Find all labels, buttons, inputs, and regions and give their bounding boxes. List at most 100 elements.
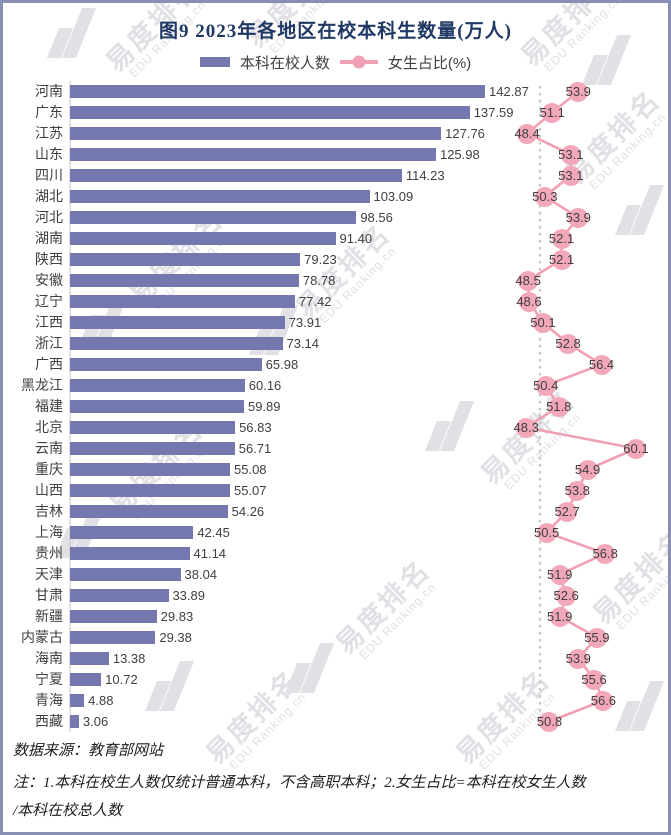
category-label: 湖北 <box>35 188 63 204</box>
bar-value-label: 29.38 <box>159 630 192 645</box>
category-label: 甘肃 <box>35 587 63 603</box>
bar-value-label: 79.23 <box>304 252 337 267</box>
female-pct-marker <box>518 270 539 291</box>
female-pct-marker <box>557 501 578 522</box>
category-label: 海南 <box>35 650 63 666</box>
bar <box>70 358 262 371</box>
bar-value-label: 33.89 <box>172 588 205 603</box>
category-label: 四川 <box>35 167 63 183</box>
female-pct-marker <box>568 81 589 102</box>
bar <box>70 631 156 644</box>
category-label: 山东 <box>35 146 63 162</box>
bar-value-label: 73.91 <box>288 315 322 330</box>
category-label: 新疆 <box>35 608 63 624</box>
female-pct-marker <box>568 648 589 669</box>
bar-value-label: 103.09 <box>373 189 414 204</box>
bar-value-label: 59.89 <box>247 399 281 414</box>
female-pct-label: 50.8 <box>536 714 563 729</box>
female-pct-marker <box>577 459 598 480</box>
chart-title: 图9 2023年各地区在校本科生数量(万人) <box>159 21 512 42</box>
female-pct-label: 52.8 <box>555 336 581 351</box>
bar <box>70 274 299 287</box>
legend-line-label: 女生占比(%) <box>387 54 472 72</box>
female-pct-marker <box>558 333 579 354</box>
female-pct-label: 55.9 <box>584 630 610 645</box>
female-pct-marker <box>548 396 569 417</box>
female-pct-label: 53.9 <box>565 210 591 225</box>
bar <box>70 652 109 665</box>
female-pct-label: 50.1 <box>530 315 556 330</box>
female-pct-marker <box>542 102 563 123</box>
female-pct-marker <box>535 375 556 396</box>
category-label: 云南 <box>35 440 63 456</box>
bar <box>70 421 236 434</box>
bar-value-label: 127.76 <box>445 126 485 141</box>
bar <box>70 526 194 539</box>
female-pct-label: 53.9 <box>565 651 591 666</box>
category-label: 北京 <box>35 419 63 435</box>
bar-value-label: 56.71 <box>238 441 272 456</box>
category-label: 山西 <box>35 482 63 498</box>
female-pct-marker <box>518 291 539 312</box>
legend-bar-swatch-icon <box>199 57 230 67</box>
bar-value-label: 54.26 <box>231 504 265 519</box>
note-line-2: /本科在校总人数 <box>13 803 123 819</box>
bar <box>70 589 169 602</box>
category-label: 上海 <box>35 524 63 540</box>
female-pct-label: 53.1 <box>558 168 584 183</box>
bar-value-label: 73.14 <box>286 336 320 351</box>
female-pct-label: 54.9 <box>574 462 601 477</box>
category-label: 江苏 <box>35 125 63 141</box>
female-pct-label: 56.6 <box>590 693 617 708</box>
category-label: 广东 <box>35 104 63 120</box>
legend-line-marker-icon <box>352 55 366 69</box>
female-pct-marker <box>560 144 581 165</box>
female-pct-label: 53.1 <box>558 147 584 162</box>
bar-value-label: 78.78 <box>302 273 336 288</box>
female-pct-label: 52.1 <box>548 231 575 246</box>
category-label: 宁夏 <box>35 671 63 687</box>
footer-notes: 数据来源：教育部网站 注：1.本科在校生人数仅统计普通本科，不含高职本科；2.女… <box>13 739 664 825</box>
female-pct-marker <box>516 417 537 438</box>
bar <box>70 694 85 707</box>
note-line-1: 注：1.本科在校生人数仅统计普通本科，不含高职本科；2.女生占比=本科在校女生人… <box>13 775 586 791</box>
female-pct-marker <box>584 669 605 690</box>
female-pct-marker <box>567 480 588 501</box>
bar <box>70 85 485 98</box>
bar <box>70 106 470 119</box>
bar-value-label: 142.87 <box>489 84 529 99</box>
legend-bar-label: 本科在校人数 <box>239 54 330 72</box>
female-pct-label: 48.5 <box>515 273 541 288</box>
bar-value-label: 42.45 <box>197 525 230 540</box>
female-pct-label: 48.3 <box>513 420 539 435</box>
category-label: 内蒙古 <box>21 629 63 645</box>
bar-value-label: 60.16 <box>248 378 282 393</box>
category-label: 天津 <box>35 566 63 582</box>
bar <box>70 442 235 455</box>
female-pct-marker <box>568 207 589 228</box>
category-label: 浙江 <box>35 335 63 351</box>
female-pct-marker <box>534 186 555 207</box>
category-label: 黑龙江 <box>21 377 63 393</box>
female-pct-label: 51.9 <box>547 567 573 582</box>
bar-value-label: 77.42 <box>298 294 332 309</box>
female-pct-marker <box>551 249 572 270</box>
category-label: 河南 <box>35 83 63 99</box>
bar-value-label: 114.23 <box>405 168 445 183</box>
female-pct-label: 53.9 <box>565 84 591 99</box>
category-label: 陕西 <box>35 251 63 267</box>
female-pct-marker <box>591 354 612 375</box>
female-pct-label: 52.7 <box>554 504 580 519</box>
bar <box>70 505 228 518</box>
category-label: 贵州 <box>35 545 63 561</box>
female-pct-marker <box>532 312 553 333</box>
female-pct-label: 50.5 <box>533 525 560 540</box>
bar-value-label: 41.14 <box>193 546 227 561</box>
bar-value-label: 91.40 <box>339 231 373 246</box>
legend-line-swatch-icon <box>339 55 378 69</box>
bar <box>70 463 230 476</box>
bar <box>70 715 79 728</box>
category-label: 安徽 <box>35 272 63 288</box>
